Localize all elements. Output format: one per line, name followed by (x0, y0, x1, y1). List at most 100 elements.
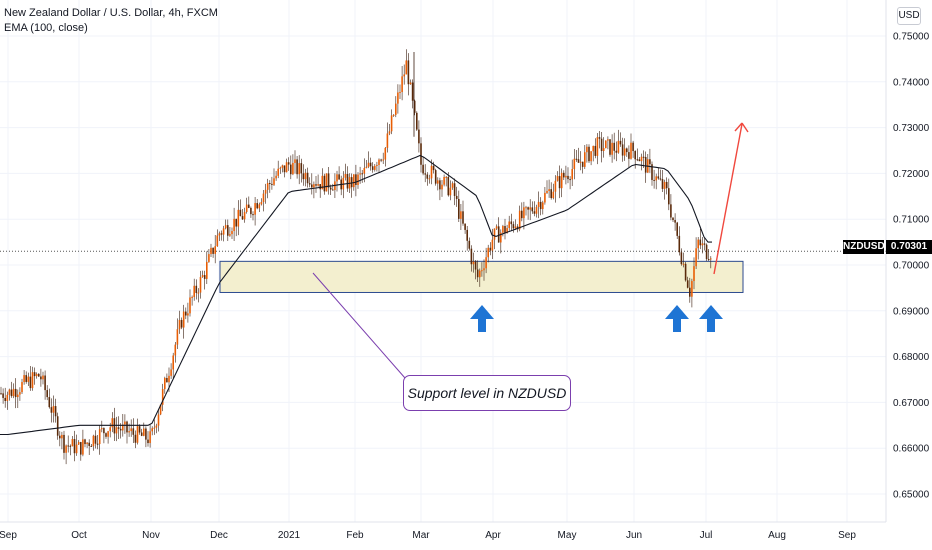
candle-body (672, 217, 674, 221)
candle-body (101, 428, 103, 430)
candle-body (577, 159, 580, 163)
candle-body (598, 137, 601, 139)
candle-body (548, 189, 550, 192)
candle-body (54, 406, 57, 417)
candle-body (552, 191, 555, 199)
target-arrow-line (713, 123, 743, 275)
candle-body (474, 261, 477, 270)
candle-body (48, 397, 51, 408)
candle-body (703, 243, 706, 245)
candle-body (376, 165, 378, 167)
candle-body (168, 375, 170, 383)
candle-body (277, 168, 279, 176)
candle-body (317, 184, 319, 186)
candle-body (132, 428, 135, 435)
candle-body (98, 429, 101, 445)
arrow-up-icon (665, 305, 689, 332)
candle-body (191, 296, 193, 298)
indicator-label[interactable]: EMA (100, close) (4, 22, 88, 34)
candle-body (2, 393, 4, 398)
candle-body (707, 259, 710, 261)
candle-body (403, 74, 405, 77)
candle-body (651, 164, 653, 180)
candle-body (80, 442, 82, 455)
candle-body (14, 388, 17, 398)
candle-body (294, 159, 296, 163)
candle-body (390, 115, 393, 132)
candle-body (187, 313, 189, 316)
candle-body (392, 114, 395, 116)
candle-body (105, 433, 107, 437)
candle-body (285, 162, 288, 173)
candle-body (504, 226, 506, 234)
candle-body (199, 276, 202, 293)
candle-body (441, 184, 443, 190)
candle-body (119, 428, 122, 431)
candle-body (527, 207, 529, 210)
candle-body (250, 207, 252, 215)
candle-body (512, 224, 515, 229)
candle-body (628, 152, 630, 159)
candle-body (350, 177, 353, 188)
candle-body (304, 172, 307, 180)
candle-body (151, 428, 153, 432)
candle-body (88, 442, 90, 446)
candle-body (640, 156, 643, 162)
candle-body (430, 165, 433, 179)
candle-body (636, 159, 639, 161)
candle-body (342, 177, 345, 190)
candle-body (626, 148, 628, 153)
candle-body (699, 239, 702, 246)
target-arrow[interactable] (713, 122, 749, 275)
y-tick-label: 0.70000 (893, 261, 930, 272)
price-badge: 0.70301 (886, 240, 932, 254)
candle-body (693, 266, 695, 282)
x-tick-label: May (558, 530, 577, 541)
y-tick-label: 0.66000 (893, 444, 930, 455)
candle-body (329, 187, 332, 190)
candle-body (65, 445, 67, 453)
candle-body (663, 181, 666, 189)
candle-body (283, 165, 286, 173)
support-zone[interactable] (219, 260, 744, 293)
candle-body (321, 175, 324, 190)
candle-body (567, 175, 569, 180)
candle-body (214, 246, 216, 254)
candle-body (710, 258, 712, 260)
x-tick-label: Jul (700, 530, 713, 541)
candle-body (701, 243, 704, 246)
candle-body (670, 204, 672, 218)
symbol-title[interactable]: New Zealand Dollar / U.S. Dollar, 4h, FX… (4, 7, 218, 19)
candle-body (82, 439, 84, 455)
candle-body (586, 146, 588, 153)
candle-body (269, 183, 271, 185)
y-tick-label: 0.71000 (893, 215, 930, 226)
candle-body (579, 161, 582, 163)
candle-body (262, 193, 265, 203)
candle-body (539, 201, 542, 210)
arrow-head-icon (734, 122, 749, 133)
candle-body (6, 394, 9, 401)
candle-body (458, 198, 460, 219)
currency-button[interactable]: USD (897, 7, 921, 25)
candle-body (409, 82, 412, 85)
candle-body (69, 445, 72, 447)
ema-line (0, 154, 712, 436)
candle-body (491, 239, 494, 251)
candle-body (592, 145, 594, 152)
candle-body (224, 225, 227, 229)
candle-body (560, 172, 563, 189)
candle-body (140, 432, 143, 436)
candle-body (4, 397, 6, 401)
candle-body (344, 173, 347, 178)
candle-body (178, 319, 181, 330)
candle-body (411, 82, 414, 101)
support-callout[interactable]: Support level in NZDUSD (403, 375, 571, 411)
candle-body (472, 261, 475, 265)
candle-body (260, 202, 263, 205)
candle-body (544, 192, 546, 203)
candle-body (281, 165, 284, 168)
candle-body (29, 376, 32, 389)
candle-body (71, 439, 74, 447)
